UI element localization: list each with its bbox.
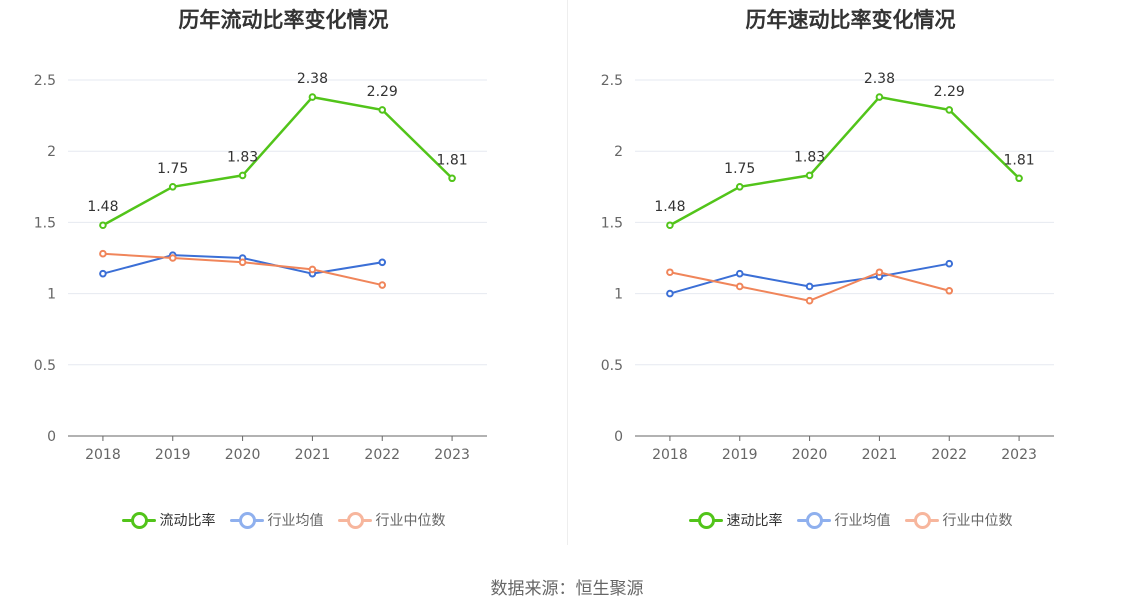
series-line xyxy=(669,95,1020,227)
data-point xyxy=(99,269,107,278)
y-tick-label: 0 xyxy=(47,429,56,445)
legend-marker-icon xyxy=(904,512,939,529)
x-tick-label: 2019 xyxy=(722,447,758,463)
panel-divider xyxy=(567,0,568,545)
data-point xyxy=(666,221,674,230)
data-label: 1.81 xyxy=(436,152,467,168)
x-tick-label: 2022 xyxy=(364,447,400,463)
data-label: 1.83 xyxy=(227,149,258,165)
data-point xyxy=(945,286,954,295)
y-tick-label: 2.5 xyxy=(601,73,623,89)
legend-item-industry-median[interactable]: 行业中位数 xyxy=(904,510,1013,530)
y-tick-label: 2 xyxy=(614,144,623,160)
x-tick-label: 2022 xyxy=(931,447,967,463)
legend-marker-icon xyxy=(796,512,831,529)
chart-legend: 速动比率 行业均值 行业中位数 xyxy=(567,510,1134,530)
x-tick-label: 2023 xyxy=(434,447,470,463)
y-tick-label: 1.5 xyxy=(34,215,56,231)
x-tick-label: 2023 xyxy=(1001,447,1037,463)
data-point xyxy=(378,258,387,267)
data-point xyxy=(378,281,387,289)
data-point xyxy=(308,93,317,101)
legend-item-industry-average[interactable]: 行业均值 xyxy=(229,510,324,530)
data-label: 2.38 xyxy=(864,71,895,87)
data-point xyxy=(99,221,107,230)
data-point xyxy=(448,174,456,183)
line-chart-current-ratio: 0 0.5 1 1.5 2 2.5 2018 2019 2020 2021 2022 2023 1.48… xyxy=(34,71,487,463)
data-source-note: 数据来源：恒生聚源 xyxy=(490,579,644,599)
legend-item-industry-median[interactable]: 行业中位数 xyxy=(337,510,446,530)
x-tick-label: 2018 xyxy=(85,447,121,463)
chart-title: 历年速动比率变化情况 xyxy=(745,8,956,32)
data-point xyxy=(805,296,814,305)
data-point xyxy=(168,183,177,191)
data-point xyxy=(805,282,814,291)
x-tick-label: 2021 xyxy=(862,447,898,463)
chart-legend: 流动比率 行业均值 行业中位数 xyxy=(0,510,567,530)
data-point xyxy=(308,265,317,274)
y-tick-label: 0 xyxy=(614,429,623,445)
data-point xyxy=(1015,174,1023,183)
legend-item-current-ratio[interactable]: 流动比率 xyxy=(121,510,216,530)
data-point xyxy=(805,171,814,180)
series-line xyxy=(102,95,453,227)
legend-marker-icon xyxy=(337,512,372,529)
data-point xyxy=(875,268,884,277)
data-point xyxy=(735,269,744,278)
y-tick-label: 1.5 xyxy=(601,215,623,231)
y-tick-label: 0.5 xyxy=(34,358,56,374)
data-label: 2.29 xyxy=(934,84,965,100)
line-chart-quick-ratio: 0 0.5 1 1.5 2 2.5 2018 2019 2020 2021 2022 2023 1.48… xyxy=(601,71,1054,463)
legend-marker-icon xyxy=(121,512,156,529)
legend-label: 行业中位数 xyxy=(375,513,446,529)
data-point xyxy=(238,258,247,267)
x-tick-label: 2019 xyxy=(155,447,191,463)
data-point xyxy=(99,249,107,258)
data-point xyxy=(945,106,954,114)
data-label: 2.29 xyxy=(367,84,398,100)
x-tick-label: 2021 xyxy=(295,447,331,463)
x-tick-label: 2020 xyxy=(225,447,261,463)
x-tick-label: 2020 xyxy=(792,447,828,463)
x-tick-label: 2018 xyxy=(652,447,688,463)
data-label: 1.81 xyxy=(1003,152,1034,168)
legend-item-industry-average[interactable]: 行业均值 xyxy=(796,510,891,530)
legend-label: 速动比率 xyxy=(726,513,783,529)
data-point xyxy=(945,259,954,268)
data-label: 1.75 xyxy=(157,161,188,177)
legend-label: 流动比率 xyxy=(159,513,216,529)
legend-label: 行业中位数 xyxy=(942,513,1013,529)
data-label: 1.48 xyxy=(87,199,118,215)
legend-marker-icon xyxy=(688,512,723,529)
y-tick-label: 1 xyxy=(614,287,623,303)
data-label: 1.75 xyxy=(724,161,755,177)
chart-title: 历年流动比率变化情况 xyxy=(178,8,389,32)
chart-panel-current-ratio: 历年流动比率变化情况 0 0.5 1 1.5 2 2.5 2018 2019 2020 2021 2… xyxy=(0,0,567,560)
legend-marker-icon xyxy=(229,512,264,529)
data-point xyxy=(168,254,177,262)
y-tick-label: 2.5 xyxy=(34,73,56,89)
data-point xyxy=(666,268,674,277)
data-point xyxy=(666,289,674,298)
legend-label: 行业均值 xyxy=(834,513,891,529)
data-point xyxy=(378,106,387,114)
data-label: 2.38 xyxy=(297,71,328,87)
data-point xyxy=(875,93,884,101)
data-point xyxy=(735,183,744,191)
data-label: 1.48 xyxy=(654,199,685,215)
y-tick-label: 2 xyxy=(47,144,56,160)
chart-panel-quick-ratio: 历年速动比率变化情况 0 0.5 1 1.5 2 2.5 2018 2019 2020 2021 2… xyxy=(567,0,1134,560)
y-tick-label: 0.5 xyxy=(601,358,623,374)
data-point xyxy=(735,282,744,291)
data-label: 1.83 xyxy=(794,149,825,165)
y-tick-label: 1 xyxy=(47,287,56,303)
data-point xyxy=(238,171,247,180)
legend-label: 行业均值 xyxy=(267,513,324,529)
legend-item-quick-ratio[interactable]: 速动比率 xyxy=(688,510,783,530)
